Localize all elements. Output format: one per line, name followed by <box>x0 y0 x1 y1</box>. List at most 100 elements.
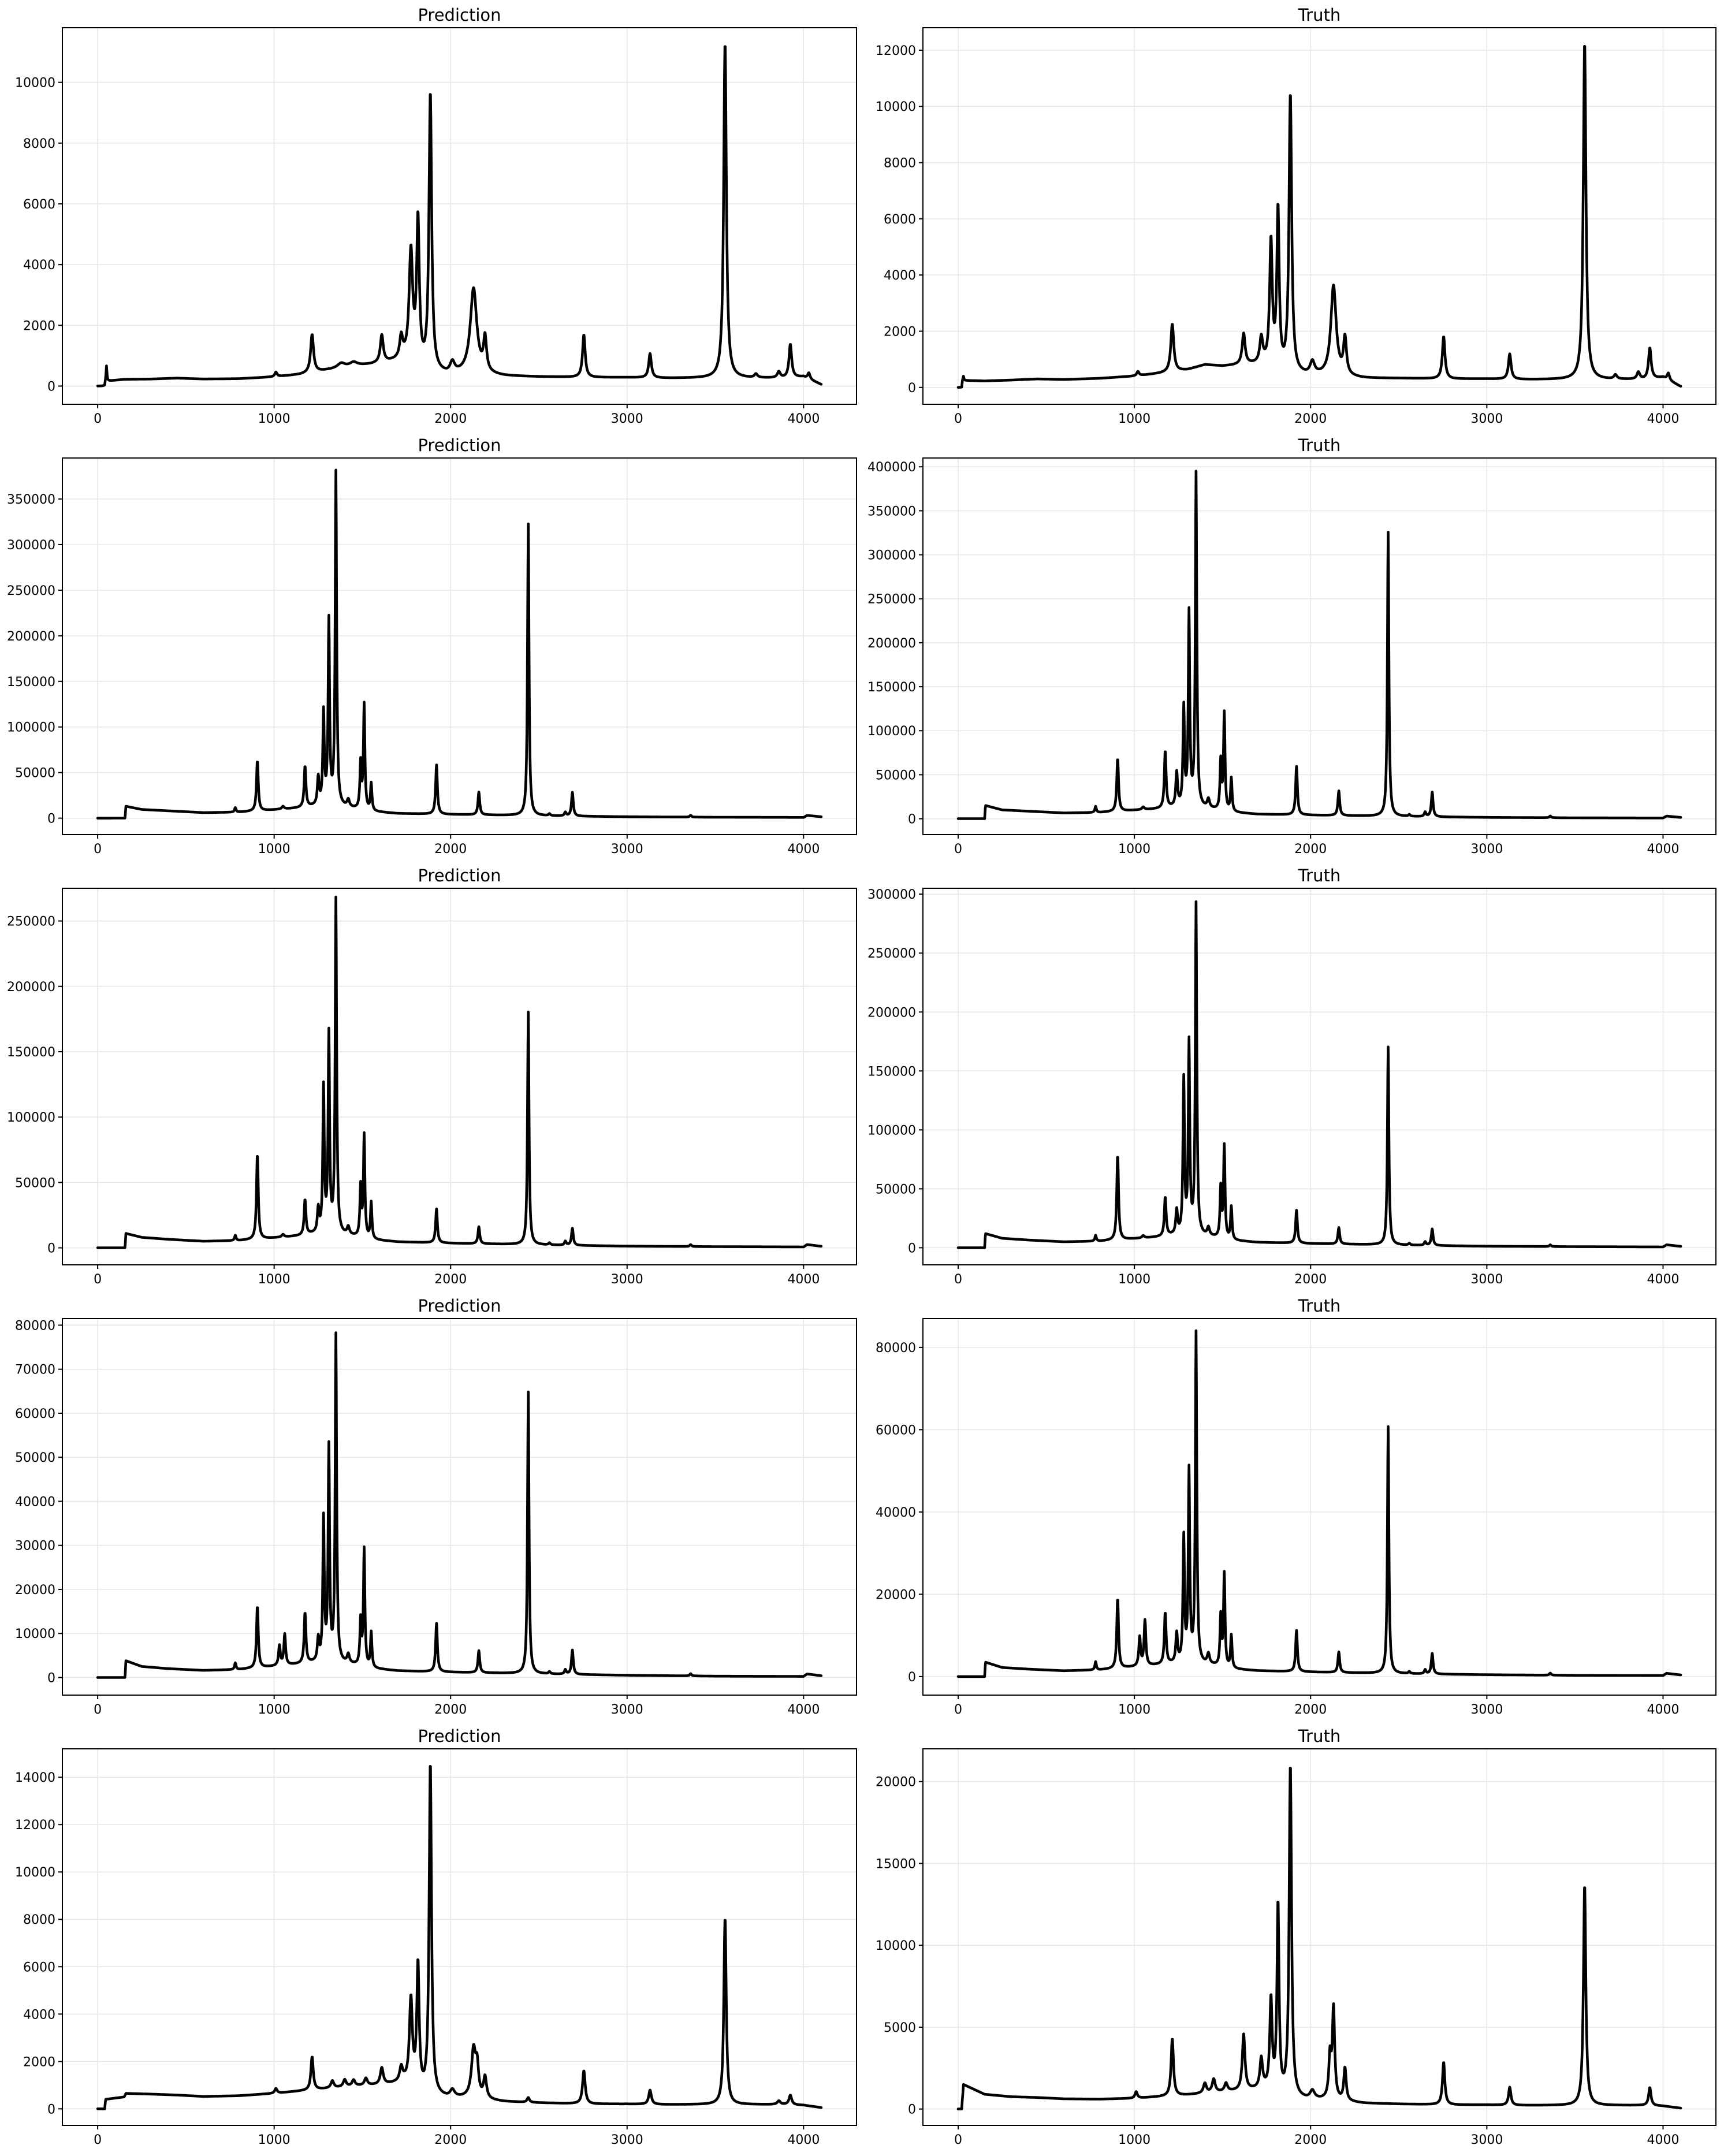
x-tick-label: 1000 <box>258 842 291 857</box>
x-tick-label: 4000 <box>1647 1703 1679 1717</box>
y-tick-label: 150000 <box>7 1045 55 1060</box>
chart-1: Prediction 0 1000 2000 3000 4000 0 2000 4000 6000… <box>15 5 857 426</box>
x-tick-label: 3000 <box>1470 842 1503 857</box>
x-tick-label: 3000 <box>1470 412 1503 426</box>
plot-frame <box>62 457 857 835</box>
x-tick-label: 4000 <box>787 842 820 857</box>
y-tick-label: 5000 <box>884 2021 916 2035</box>
y-tick-label: 14000 <box>15 1771 55 1785</box>
x-tick-label: 2000 <box>434 1272 467 1287</box>
chart-4: Truth 0 1000 2000 3000 4000 0 50000 100000 150000… <box>867 435 1716 857</box>
x-tick-label: 1000 <box>1118 842 1150 857</box>
y-tick-label: 100000 <box>7 721 55 735</box>
y-tick-label: 150000 <box>867 1064 916 1079</box>
y-tick-label: 50000 <box>15 1176 55 1190</box>
y-tick-label: 0 <box>908 813 916 827</box>
x-tick-label: 4000 <box>787 1703 820 1717</box>
y-tick-label: 50000 <box>876 1182 916 1197</box>
x-tick-label: 1000 <box>258 1272 291 1287</box>
y-tick-label: 10000 <box>15 76 55 91</box>
x-tick-label: 2000 <box>1294 842 1327 857</box>
y-tick-label: 8000 <box>23 137 55 151</box>
chart-5: Prediction 0 1000 2000 3000 4000 0 50000 100000 1… <box>7 866 857 1287</box>
y-tick-label: 0 <box>47 1671 55 1685</box>
series-line <box>956 470 1682 820</box>
series-line <box>956 1767 1682 2110</box>
y-tick-label: 200000 <box>7 980 55 995</box>
y-tick-label: 0 <box>47 379 55 394</box>
y-tick-label: 250000 <box>867 593 916 607</box>
x-tick-label: 3000 <box>1470 1272 1503 1287</box>
plot-frame <box>62 888 857 1265</box>
y-tick-label: 50000 <box>876 768 916 783</box>
x-tick-label: 2000 <box>434 842 467 857</box>
y-tick-label: 2000 <box>23 2055 55 2069</box>
plot-frame <box>922 457 1716 835</box>
y-tick-label: 0 <box>908 2103 916 2117</box>
x-tick-label: 1000 <box>1118 1272 1150 1287</box>
y-tick-label: 0 <box>908 1670 916 1685</box>
y-tick-label: 10000 <box>876 100 916 114</box>
y-tick-label: 150000 <box>7 675 55 690</box>
x-tick-label: 4000 <box>787 412 820 426</box>
x-tick-label: 0 <box>94 842 102 857</box>
y-tick-label: 10000 <box>15 1865 55 1880</box>
x-tick-label: 0 <box>94 412 102 426</box>
x-tick-label: 4000 <box>1647 412 1679 426</box>
x-tick-label: 4000 <box>1647 1272 1679 1287</box>
chart-2: Truth 0 1000 2000 3000 4000 0 2000 4000 6000 8000 1… <box>876 5 1716 426</box>
y-tick-label: 300000 <box>867 549 916 563</box>
y-tick-label: 150000 <box>867 680 916 695</box>
y-tick-label: 2000 <box>23 319 55 333</box>
y-tick-label: 12000 <box>15 1818 55 1833</box>
y-tick-label: 0 <box>908 381 916 396</box>
y-tick-label: 20000 <box>15 1583 55 1598</box>
x-tick-label: 0 <box>954 842 962 857</box>
x-tick-label: 1000 <box>258 2133 291 2147</box>
y-tick-label: 50000 <box>15 766 55 781</box>
y-tick-label: 350000 <box>7 493 55 507</box>
series-line <box>956 45 1682 389</box>
chart-title: Prediction <box>418 866 501 885</box>
x-tick-label: 2000 <box>1294 1272 1327 1287</box>
plot-frame <box>922 1748 1716 2126</box>
chart-3: Prediction 0 1000 2000 3000 4000 0 50000 100000 1… <box>7 435 857 857</box>
y-tick-label: 4000 <box>884 269 916 283</box>
y-tick-label: 6000 <box>884 213 916 227</box>
chart-title: Truth <box>1298 1296 1341 1316</box>
y-tick-label: 80000 <box>15 1319 55 1333</box>
x-tick-label: 3000 <box>611 1272 643 1287</box>
x-tick-label: 0 <box>954 1272 962 1287</box>
y-tick-label: 200000 <box>867 636 916 651</box>
y-tick-label: 250000 <box>867 947 916 961</box>
chart-10: Truth 0 1000 2000 3000 4000 0 5000 10000 15000 200… <box>876 1726 1716 2147</box>
x-tick-label: 3000 <box>611 1703 643 1717</box>
x-tick-label: 0 <box>954 1703 962 1717</box>
y-tick-label: 250000 <box>7 584 55 598</box>
y-tick-label: 400000 <box>867 460 916 475</box>
chart-title: Truth <box>1298 1726 1341 1746</box>
chart-title: Truth <box>1298 866 1341 885</box>
series-line <box>96 468 823 820</box>
x-tick-label: 2000 <box>434 2133 467 2147</box>
y-tick-label: 0 <box>908 1241 916 1256</box>
y-tick-label: 0 <box>47 2102 55 2117</box>
chart-title: Prediction <box>418 1726 501 1746</box>
chart-title: Prediction <box>418 5 501 25</box>
x-tick-label: 4000 <box>1647 842 1679 857</box>
y-tick-label: 40000 <box>15 1495 55 1509</box>
x-tick-label: 0 <box>954 2133 962 2147</box>
y-tick-label: 60000 <box>876 1423 916 1438</box>
plot-frame <box>62 1748 857 2126</box>
x-tick-label: 3000 <box>611 412 643 426</box>
y-tick-label: 20000 <box>876 1775 916 1790</box>
chart-9: Prediction 0 1000 2000 3000 4000 0 2000 4000 6000… <box>15 1726 857 2147</box>
x-tick-label: 3000 <box>611 842 643 857</box>
x-tick-label: 2000 <box>434 1703 467 1717</box>
y-tick-label: 100000 <box>7 1111 55 1125</box>
chart-title: Prediction <box>418 435 501 455</box>
plot-frame <box>62 1318 857 1696</box>
y-tick-label: 100000 <box>867 724 916 739</box>
y-tick-label: 40000 <box>876 1506 916 1520</box>
